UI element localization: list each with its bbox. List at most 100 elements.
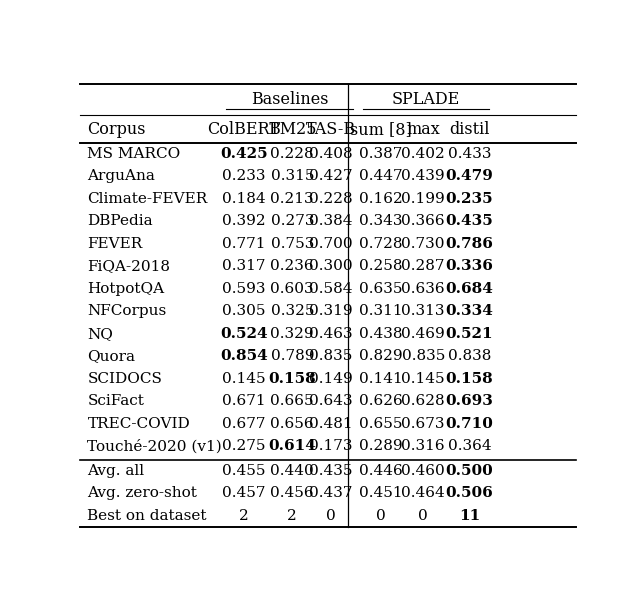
Text: 0.753: 0.753: [271, 237, 314, 251]
Text: 0.336: 0.336: [445, 259, 493, 273]
Text: 0.481: 0.481: [308, 416, 352, 431]
Text: BM25: BM25: [268, 121, 317, 138]
Text: max: max: [406, 121, 440, 138]
Text: 0.446: 0.446: [359, 464, 403, 478]
Text: 0.364: 0.364: [447, 439, 491, 453]
Text: TREC-COVID: TREC-COVID: [88, 416, 190, 431]
Text: 0.673: 0.673: [401, 416, 445, 431]
Text: 0.184: 0.184: [222, 192, 266, 206]
Text: 0.300: 0.300: [308, 259, 352, 273]
Text: Touché-2020 (v1): Touché-2020 (v1): [88, 439, 222, 453]
Text: 0.258: 0.258: [359, 259, 403, 273]
Text: 0.456: 0.456: [271, 487, 314, 500]
Text: 0.700: 0.700: [308, 237, 352, 251]
Text: 0.506: 0.506: [445, 487, 493, 500]
Text: 0.427: 0.427: [308, 169, 352, 184]
Text: 0.287: 0.287: [401, 259, 445, 273]
Text: 0.408: 0.408: [308, 147, 352, 161]
Text: 0.635: 0.635: [359, 282, 403, 296]
Text: Baselines: Baselines: [251, 91, 328, 108]
Text: DBPedia: DBPedia: [88, 214, 153, 229]
Text: 0.315: 0.315: [271, 169, 314, 184]
Text: 2: 2: [287, 509, 297, 523]
Text: 0.319: 0.319: [308, 304, 352, 318]
Text: FiQA-2018: FiQA-2018: [88, 259, 170, 273]
Text: 0.233: 0.233: [222, 169, 266, 184]
Text: NFCorpus: NFCorpus: [88, 304, 166, 318]
Text: SCIDOCS: SCIDOCS: [88, 371, 163, 386]
Text: 0.162: 0.162: [359, 192, 403, 206]
Text: 0.614: 0.614: [268, 439, 316, 453]
Text: 0.479: 0.479: [445, 169, 493, 184]
Text: 0.366: 0.366: [401, 214, 445, 229]
Text: 0.455: 0.455: [222, 464, 266, 478]
Text: 0.158: 0.158: [445, 371, 493, 386]
Text: 0.457: 0.457: [222, 487, 266, 500]
Text: 0.439: 0.439: [401, 169, 445, 184]
Text: 0: 0: [326, 509, 335, 523]
Text: 0.236: 0.236: [271, 259, 314, 273]
Text: 0.603: 0.603: [271, 282, 314, 296]
Text: 0.636: 0.636: [401, 282, 445, 296]
Text: 0.677: 0.677: [222, 416, 266, 431]
Text: Quora: Quora: [88, 349, 136, 363]
Text: 0.213: 0.213: [271, 192, 314, 206]
Text: 0.829: 0.829: [359, 349, 403, 363]
Text: 0.835: 0.835: [401, 349, 445, 363]
Text: 0.789: 0.789: [271, 349, 314, 363]
Text: 0.313: 0.313: [401, 304, 445, 318]
Text: 0.275: 0.275: [222, 439, 266, 453]
Text: 0.655: 0.655: [359, 416, 403, 431]
Text: 0.835: 0.835: [308, 349, 352, 363]
Text: 0.438: 0.438: [359, 327, 403, 341]
Text: 0.145: 0.145: [222, 371, 266, 386]
Text: 0.387: 0.387: [360, 147, 403, 161]
Text: 0.628: 0.628: [401, 394, 445, 408]
Text: 0.384: 0.384: [308, 214, 352, 229]
Text: 0.141: 0.141: [359, 371, 403, 386]
Text: distil: distil: [449, 121, 490, 138]
Text: FEVER: FEVER: [88, 237, 143, 251]
Text: 0.854: 0.854: [220, 349, 268, 363]
Text: Avg. all: Avg. all: [88, 464, 145, 478]
Text: 0.305: 0.305: [222, 304, 266, 318]
Text: 0.289: 0.289: [359, 439, 403, 453]
Text: 0.433: 0.433: [447, 147, 491, 161]
Text: 0.425: 0.425: [220, 147, 268, 161]
Text: Avg. zero-shot: Avg. zero-shot: [88, 487, 197, 500]
Text: 0.460: 0.460: [401, 464, 445, 478]
Text: 0.656: 0.656: [271, 416, 314, 431]
Text: 0.440: 0.440: [271, 464, 314, 478]
Text: 0: 0: [376, 509, 386, 523]
Text: SciFact: SciFact: [88, 394, 144, 408]
Text: 0: 0: [419, 509, 428, 523]
Text: 0.593: 0.593: [222, 282, 266, 296]
Text: 0.671: 0.671: [222, 394, 266, 408]
Text: 0.524: 0.524: [220, 327, 268, 341]
Text: 2: 2: [239, 509, 248, 523]
Text: 0.311: 0.311: [359, 304, 403, 318]
Text: 0.451: 0.451: [359, 487, 403, 500]
Text: 0.325: 0.325: [271, 304, 314, 318]
Text: MS MARCO: MS MARCO: [88, 147, 180, 161]
Text: 0.334: 0.334: [445, 304, 493, 318]
Text: SPLADE: SPLADE: [392, 91, 460, 108]
Text: Climate-FEVER: Climate-FEVER: [88, 192, 208, 206]
Text: 0.500: 0.500: [445, 464, 493, 478]
Text: 0.447: 0.447: [359, 169, 403, 184]
Text: 0.435: 0.435: [308, 464, 352, 478]
Text: 0.665: 0.665: [271, 394, 314, 408]
Text: 0.316: 0.316: [401, 439, 445, 453]
Text: 0.228: 0.228: [271, 147, 314, 161]
Text: 0.728: 0.728: [359, 237, 403, 251]
Text: 0.317: 0.317: [222, 259, 266, 273]
Text: 0.838: 0.838: [447, 349, 491, 363]
Text: 0.693: 0.693: [445, 394, 493, 408]
Text: ColBERT: ColBERT: [207, 121, 280, 138]
Text: 0.149: 0.149: [308, 371, 353, 386]
Text: 0.158: 0.158: [268, 371, 316, 386]
Text: 0.173: 0.173: [308, 439, 352, 453]
Text: 0.643: 0.643: [308, 394, 352, 408]
Text: 0.392: 0.392: [222, 214, 266, 229]
Text: 0.463: 0.463: [308, 327, 352, 341]
